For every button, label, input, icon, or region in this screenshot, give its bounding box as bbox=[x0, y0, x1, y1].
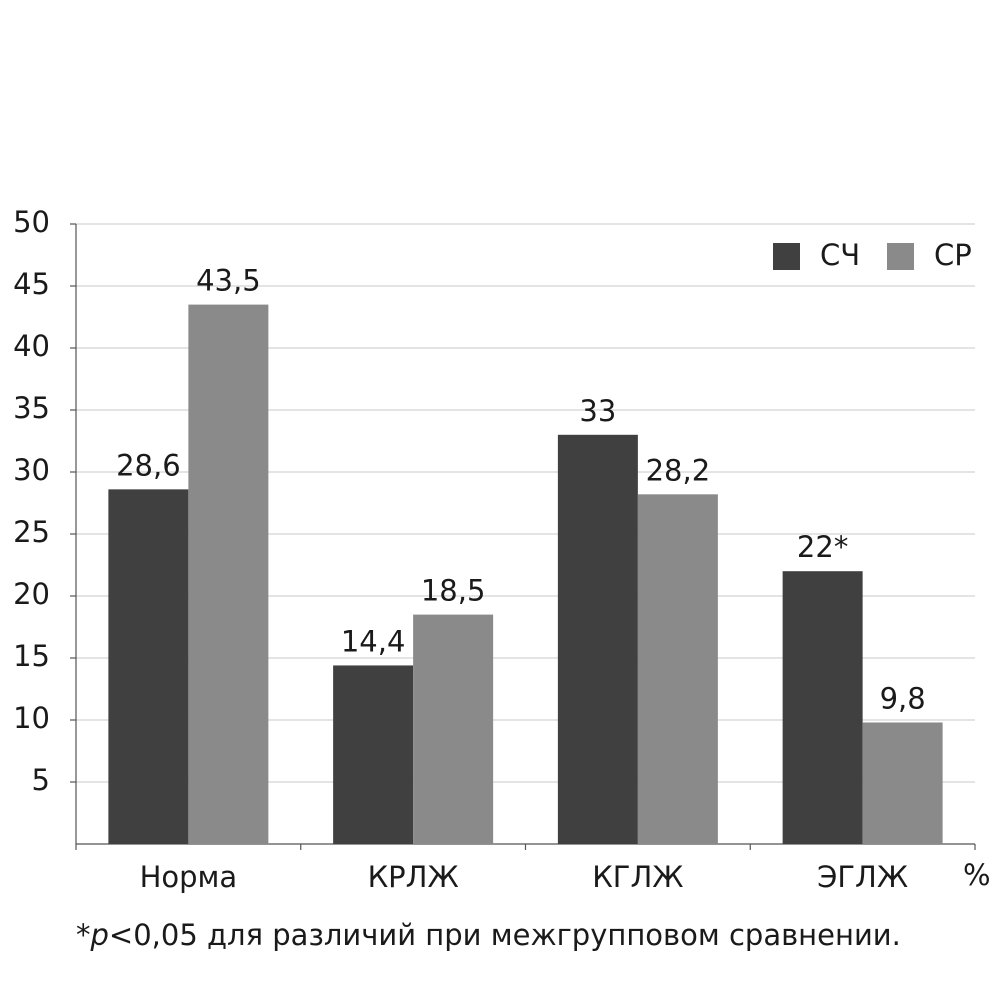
value-label: 18,5 bbox=[421, 574, 486, 608]
y-tick-label: 40 bbox=[13, 329, 50, 363]
footnote-mark: * bbox=[76, 918, 91, 952]
bar bbox=[557, 434, 638, 844]
y-tick-label: 15 bbox=[13, 639, 50, 673]
value-label: 33 bbox=[579, 394, 616, 428]
bar bbox=[108, 489, 189, 844]
legend-label: СЧ bbox=[820, 238, 860, 272]
bar bbox=[188, 304, 269, 845]
bar bbox=[782, 571, 863, 844]
legend-swatch bbox=[887, 243, 914, 270]
value-label: 14,4 bbox=[341, 624, 406, 658]
legend-swatch bbox=[773, 243, 800, 270]
value-label: 9,8 bbox=[880, 681, 926, 715]
x-tick-label: КГЛЖ bbox=[592, 860, 683, 894]
y-tick-label: 50 bbox=[13, 205, 50, 239]
legend-label: СР bbox=[934, 238, 972, 272]
y-tick-label: 25 bbox=[13, 515, 50, 549]
bar bbox=[862, 722, 943, 844]
unit-label: % bbox=[963, 858, 991, 892]
bar bbox=[333, 665, 414, 844]
x-tick-label: КРЛЖ bbox=[368, 860, 459, 894]
y-tick-label: 45 bbox=[13, 267, 50, 301]
y-tick-label: 30 bbox=[13, 453, 50, 487]
value-label: 28,2 bbox=[646, 453, 711, 487]
y-tick-label: 5 bbox=[32, 763, 50, 797]
value-label: 28,6 bbox=[116, 448, 181, 482]
y-tick-label: 35 bbox=[13, 391, 50, 425]
footnote-text: <0,05 для различий при межгрупповом срав… bbox=[109, 918, 901, 952]
x-tick-label: ЭГЛЖ bbox=[817, 860, 908, 894]
value-label: 43,5 bbox=[196, 264, 261, 298]
bar bbox=[637, 494, 718, 844]
x-tick-label: Норма bbox=[140, 860, 238, 894]
bar bbox=[413, 614, 494, 844]
y-tick-label: 10 bbox=[13, 701, 50, 735]
y-tick-label: 20 bbox=[13, 577, 50, 611]
footnote-p: p bbox=[90, 918, 109, 952]
footnote: *p<0,05 для различий при межгрупповом ср… bbox=[76, 918, 901, 952]
value-label: 22* bbox=[797, 530, 848, 564]
